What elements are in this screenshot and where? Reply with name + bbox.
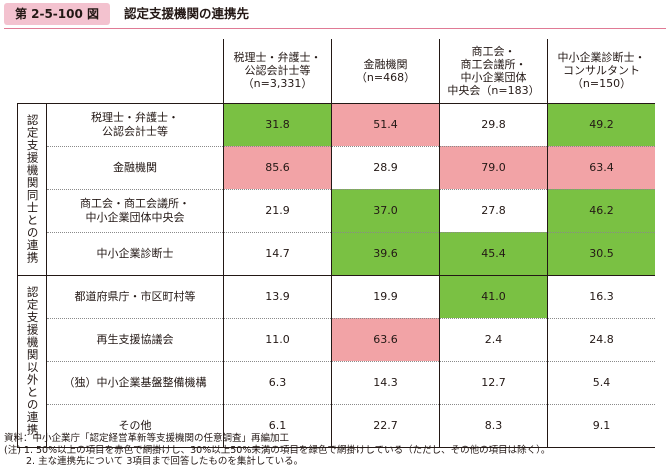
row-label: 再生支援協議会 bbox=[46, 317, 224, 361]
value-cell: 63.6 bbox=[331, 317, 440, 361]
row-label: 都道府県庁・市区町村等 bbox=[46, 274, 224, 318]
table-row: （独）中小企業基盤整備機構 6.3 14.3 12.7 5.4 bbox=[18, 360, 655, 404]
value-cell: 46.2 bbox=[547, 188, 655, 232]
value-cell: 37.0 bbox=[331, 188, 440, 232]
title-rule bbox=[4, 28, 666, 29]
value-cell: 28.9 bbox=[331, 145, 440, 189]
value-cell: 22.7 bbox=[331, 403, 440, 448]
header-row: 税理士・弁護士・ 公認会計士等 （n=3,331） 金融機関 （n=468） 商… bbox=[18, 39, 655, 103]
value-cell: 39.6 bbox=[331, 231, 440, 275]
value-cell: 16.3 bbox=[547, 274, 655, 318]
row-label: 中小企業診断士 bbox=[46, 231, 224, 275]
group-label: 認定支援機関同士との連携 bbox=[25, 114, 40, 264]
value-cell: 6.1 bbox=[223, 403, 332, 448]
value-cell: 63.4 bbox=[547, 145, 655, 189]
value-cell: 24.8 bbox=[547, 317, 655, 361]
table-row: 再生支援協議会 11.0 63.6 2.4 24.8 bbox=[18, 317, 655, 361]
value-cell: 31.8 bbox=[223, 102, 332, 146]
note-1: (注) 1. 50%以上の項目を赤色で網掛けし、30%以上50%未満の項目を緑色… bbox=[4, 444, 551, 456]
table-row: その他 6.1 22.7 8.3 9.1 bbox=[18, 403, 655, 448]
row-label: （独）中小企業基盤整備機構 bbox=[46, 360, 224, 404]
value-cell: 6.3 bbox=[223, 360, 332, 404]
column-header: 金融機関 （n=468） bbox=[331, 39, 440, 103]
value-cell: 14.7 bbox=[223, 231, 332, 275]
value-cell: 19.9 bbox=[331, 274, 440, 318]
value-cell: 27.8 bbox=[439, 188, 548, 232]
value-cell: 11.0 bbox=[223, 317, 332, 361]
value-cell: 13.9 bbox=[223, 274, 332, 318]
value-cell: 51.4 bbox=[331, 102, 440, 146]
notes: 資料：中小企業庁「認定経営革新等支援機関の任意調査」再編加工 (注) 1. 50… bbox=[4, 433, 550, 468]
value-cell: 21.9 bbox=[223, 188, 332, 232]
header-corner bbox=[18, 39, 224, 103]
row-label: 商工会・商工会議所・ 中小企業団体中央会 bbox=[46, 188, 224, 232]
note-2: 2. 主な連携先について 3項目まで回答したものを集計している。 bbox=[26, 456, 304, 467]
group-label-cell: 認定支援機関同士との連携 bbox=[17, 102, 47, 276]
value-cell: 79.0 bbox=[439, 145, 548, 189]
value-cell: 49.2 bbox=[547, 102, 655, 146]
value-cell: 5.4 bbox=[547, 360, 655, 404]
figure-title: 認定支援機関の連携先 bbox=[124, 6, 250, 21]
value-cell: 29.8 bbox=[439, 102, 548, 146]
value-cell: 30.5 bbox=[547, 231, 655, 275]
value-cell: 9.1 bbox=[547, 403, 655, 448]
value-cell: 41.0 bbox=[439, 274, 548, 318]
value-cell: 8.3 bbox=[439, 403, 548, 448]
value-cell: 12.7 bbox=[439, 360, 548, 404]
table-row: 認定支援機関以外との連携 都道府県庁・市区町村等 13.9 19.9 41.0 16.3 bbox=[17, 274, 655, 448]
group-label-cell: 認定支援機関以外との連携 bbox=[17, 274, 47, 448]
table-row: 商工会・商工会議所・ 中小企業団体中央会 21.9 37.0 27.8 46.2 bbox=[18, 188, 655, 232]
row-label: その他 bbox=[46, 403, 224, 448]
group-label: 認定支援機関以外との連携 bbox=[25, 286, 40, 436]
column-header: 商工会・ 商工会議所・ 中小企業団体 中央会（n=183） bbox=[439, 39, 548, 103]
value-cell: 45.4 bbox=[439, 231, 548, 275]
row-label: 金融機関 bbox=[46, 145, 224, 189]
table-row: 認定支援機関同士との連携 税理士・弁護士・ 公認会計士等 31.8 51.4 29.8 4… bbox=[17, 102, 655, 276]
value-cell: 2.4 bbox=[439, 317, 548, 361]
source-note: 資料：中小企業庁「認定経営革新等支援機関の任意調査」再編加工 bbox=[4, 433, 290, 444]
column-header: 税理士・弁護士・ 公認会計士等 （n=3,331） bbox=[223, 39, 332, 103]
collaboration-table: 税理士・弁護士・ 公認会計士等 （n=3,331） 金融機関 （n=468） 商… bbox=[17, 39, 655, 448]
figure-label: 第 2-5-100 図 bbox=[4, 3, 110, 25]
table-row: 金融機関 85.6 28.9 79.0 63.4 bbox=[18, 145, 655, 189]
table-row: 中小企業診断士 14.7 39.6 45.4 30.5 bbox=[18, 231, 655, 275]
value-cell: 85.6 bbox=[223, 145, 332, 189]
value-cell: 14.3 bbox=[331, 360, 440, 404]
column-header: 中小企業診断士・ コンサルタント （n=150） bbox=[547, 39, 655, 103]
row-label: 税理士・弁護士・ 公認会計士等 bbox=[46, 102, 224, 146]
